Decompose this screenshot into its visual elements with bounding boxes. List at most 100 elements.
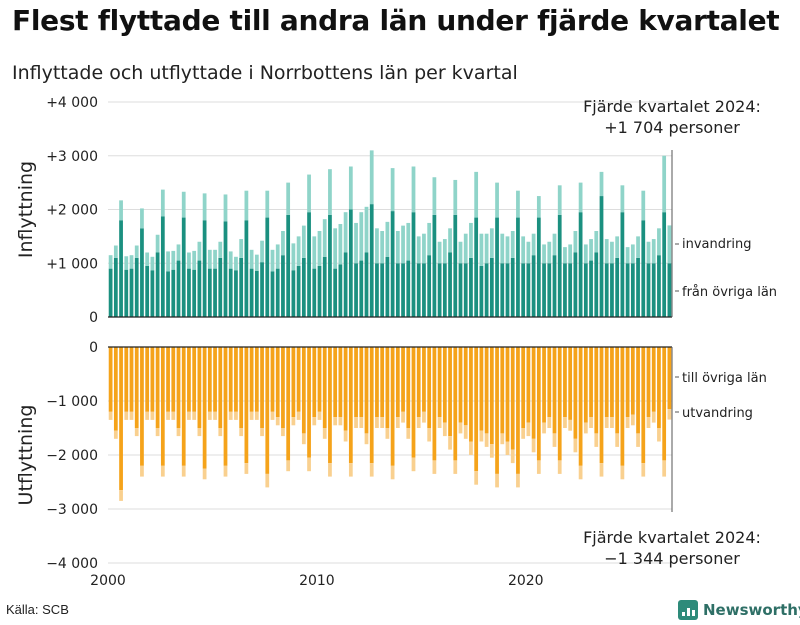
- utflyttning-bar-utvandring: [390, 465, 395, 480]
- utflyttning-bar-till-ovriga-lan: [249, 347, 254, 412]
- inflyttning-bar-invandring: [401, 225, 405, 264]
- inflyttning-y-tick-label: +2 000: [46, 203, 98, 219]
- inflyttning-bar-invandring: [484, 233, 489, 264]
- inflyttning-bar-fran-ovriga-lan: [542, 263, 546, 317]
- utflyttning-bar-till-ovriga-lan: [286, 347, 291, 461]
- utflyttning-bar-till-ovriga-lan: [578, 347, 583, 466]
- utflyttning-bar-till-ovriga-lan: [134, 347, 139, 428]
- inflyttning-bar-invandring: [630, 244, 635, 264]
- inflyttning-bar-invandring: [651, 239, 656, 264]
- utflyttning-bar-utvandring: [348, 463, 353, 477]
- utflyttning-bar-till-ovriga-lan: [411, 347, 416, 458]
- inflyttning-bar-fran-ovriga-lan: [296, 265, 301, 317]
- utflyttning-bar-till-ovriga-lan: [453, 347, 458, 461]
- utflyttning-bar-utvandring: [270, 411, 275, 420]
- inflyttning-bar-fran-ovriga-lan: [338, 264, 343, 317]
- utflyttning-bar-till-ovriga-lan: [338, 347, 343, 418]
- inflyttning-bar-fran-ovriga-lan: [474, 217, 479, 317]
- inflyttning-bar-fran-ovriga-lan: [223, 221, 228, 317]
- utflyttning-bar-till-ovriga-lan: [385, 347, 390, 428]
- inflyttning-bar-fran-ovriga-lan: [552, 255, 557, 317]
- utflyttning-bar-till-ovriga-lan: [495, 347, 499, 474]
- utflyttning-bar-utvandring: [328, 463, 332, 477]
- utflyttning-bar-utvandring: [641, 463, 646, 477]
- utflyttning-bar-utvandring: [249, 411, 254, 420]
- utflyttning-bar-utvandring: [124, 411, 129, 420]
- utflyttning-bar-till-ovriga-lan: [432, 347, 437, 461]
- utflyttning-bar-till-ovriga-lan: [254, 347, 259, 412]
- inflyttning-bar-fran-ovriga-lan: [286, 214, 291, 317]
- inflyttning-bar-fran-ovriga-lan: [516, 217, 520, 317]
- utflyttning-bar-utvandring: [333, 417, 338, 426]
- inflyttning-bar-invandring: [249, 249, 254, 269]
- utflyttning-bar-till-ovriga-lan: [270, 347, 275, 412]
- utflyttning-bar-till-ovriga-lan: [479, 347, 484, 431]
- utflyttning-bar-till-ovriga-lan: [395, 347, 400, 418]
- utflyttning-bar-utvandring: [166, 411, 170, 420]
- inflyttning-bar-invandring: [181, 191, 186, 218]
- inflyttning-bar-fran-ovriga-lan: [411, 212, 416, 317]
- utflyttning-bar-till-ovriga-lan: [343, 347, 348, 431]
- inflyttning-bar-fran-ovriga-lan: [249, 268, 254, 317]
- utflyttning-bar-utvandring: [500, 433, 505, 445]
- utflyttning-bar-till-ovriga-lan: [312, 347, 317, 418]
- inflyttning-bar-fran-ovriga-lan: [343, 252, 348, 317]
- utflyttning-bar-utvandring: [108, 411, 113, 420]
- inflyttning-bar-invandring: [129, 255, 134, 269]
- inflyttning-bar-fran-ovriga-lan: [479, 265, 484, 317]
- utflyttning-bar-utvandring: [401, 411, 405, 423]
- utflyttning-bar-utvandring: [531, 438, 536, 453]
- inflyttning-bar-fran-ovriga-lan: [469, 257, 473, 317]
- utflyttning-bar-utvandring: [223, 465, 228, 477]
- utflyttning-y-tick-label: −1 000: [46, 394, 98, 410]
- inflyttning-bar-invandring: [406, 222, 411, 261]
- inflyttning-bar-invandring: [343, 212, 348, 253]
- utflyttning-bar-utvandring: [359, 417, 364, 428]
- legend-till-ovriga-lan: till övriga län: [682, 371, 767, 386]
- inflyttning-bar-invandring: [557, 185, 562, 215]
- utflyttning-bar-till-ovriga-lan: [145, 347, 150, 412]
- x-tick-label: 2020: [508, 573, 544, 589]
- utflyttning-bar-utvandring: [484, 433, 489, 447]
- inflyttning-bar-fran-ovriga-lan: [657, 255, 661, 317]
- utflyttning-bar-till-ovriga-lan: [489, 347, 494, 445]
- utflyttning-bar-utvandring: [646, 417, 651, 428]
- inflyttning-bar-fran-ovriga-lan: [312, 268, 317, 317]
- utflyttning-bar-till-ovriga-lan: [234, 347, 238, 412]
- utflyttning-bar-utvandring: [281, 428, 285, 437]
- inflyttning-bar-fran-ovriga-lan: [380, 263, 385, 317]
- inflyttning-bar-fran-ovriga-lan: [150, 270, 155, 317]
- inflyttning-bar-invandring: [166, 251, 170, 272]
- inflyttning-bar-fran-ovriga-lan: [521, 263, 526, 317]
- utflyttning-y-tick-label: 0: [89, 340, 98, 356]
- inflyttning-bar-invandring: [521, 236, 526, 264]
- inflyttning-bar-invandring: [239, 239, 244, 258]
- utflyttning-bar-till-ovriga-lan: [401, 347, 405, 412]
- utflyttning-bar-till-ovriga-lan: [155, 347, 160, 428]
- inflyttning-bar-fran-ovriga-lan: [364, 252, 369, 317]
- inflyttning-bar-invandring: [505, 236, 510, 264]
- utflyttning-bar-till-ovriga-lan: [620, 347, 625, 466]
- utflyttning-bar-utvandring: [171, 411, 176, 420]
- utflyttning-bar-utvandring: [630, 414, 635, 426]
- inflyttning-bar-fran-ovriga-lan: [573, 252, 578, 317]
- utflyttning-bar-utvandring: [134, 428, 139, 437]
- utflyttning-bar-utvandring: [599, 463, 604, 477]
- utflyttning-bar-till-ovriga-lan: [140, 347, 144, 466]
- utflyttning-bar-utvandring: [150, 411, 155, 420]
- inflyttning-annotation-line: +1 704 personer: [604, 118, 740, 137]
- inflyttning-bar-fran-ovriga-lan: [322, 256, 327, 317]
- utflyttning-bar-till-ovriga-lan: [166, 347, 170, 412]
- utflyttning-bar-utvandring: [411, 457, 416, 472]
- utflyttning-bar-till-ovriga-lan: [651, 347, 656, 412]
- inflyttning-bar-invandring: [281, 231, 285, 256]
- inflyttning-bar-fran-ovriga-lan: [583, 263, 588, 317]
- utflyttning-bar-till-ovriga-lan: [636, 347, 640, 434]
- utflyttning-bar-till-ovriga-lan: [667, 347, 672, 410]
- utflyttning-bar-till-ovriga-lan: [583, 347, 588, 423]
- inflyttning-y-tick-label: 0: [89, 310, 98, 326]
- utflyttning-bar-utvandring: [636, 433, 640, 447]
- utflyttning-bar-till-ovriga-lan: [422, 347, 426, 412]
- utflyttning-bar-utvandring: [129, 411, 134, 420]
- inflyttning-bar-invandring: [568, 244, 573, 264]
